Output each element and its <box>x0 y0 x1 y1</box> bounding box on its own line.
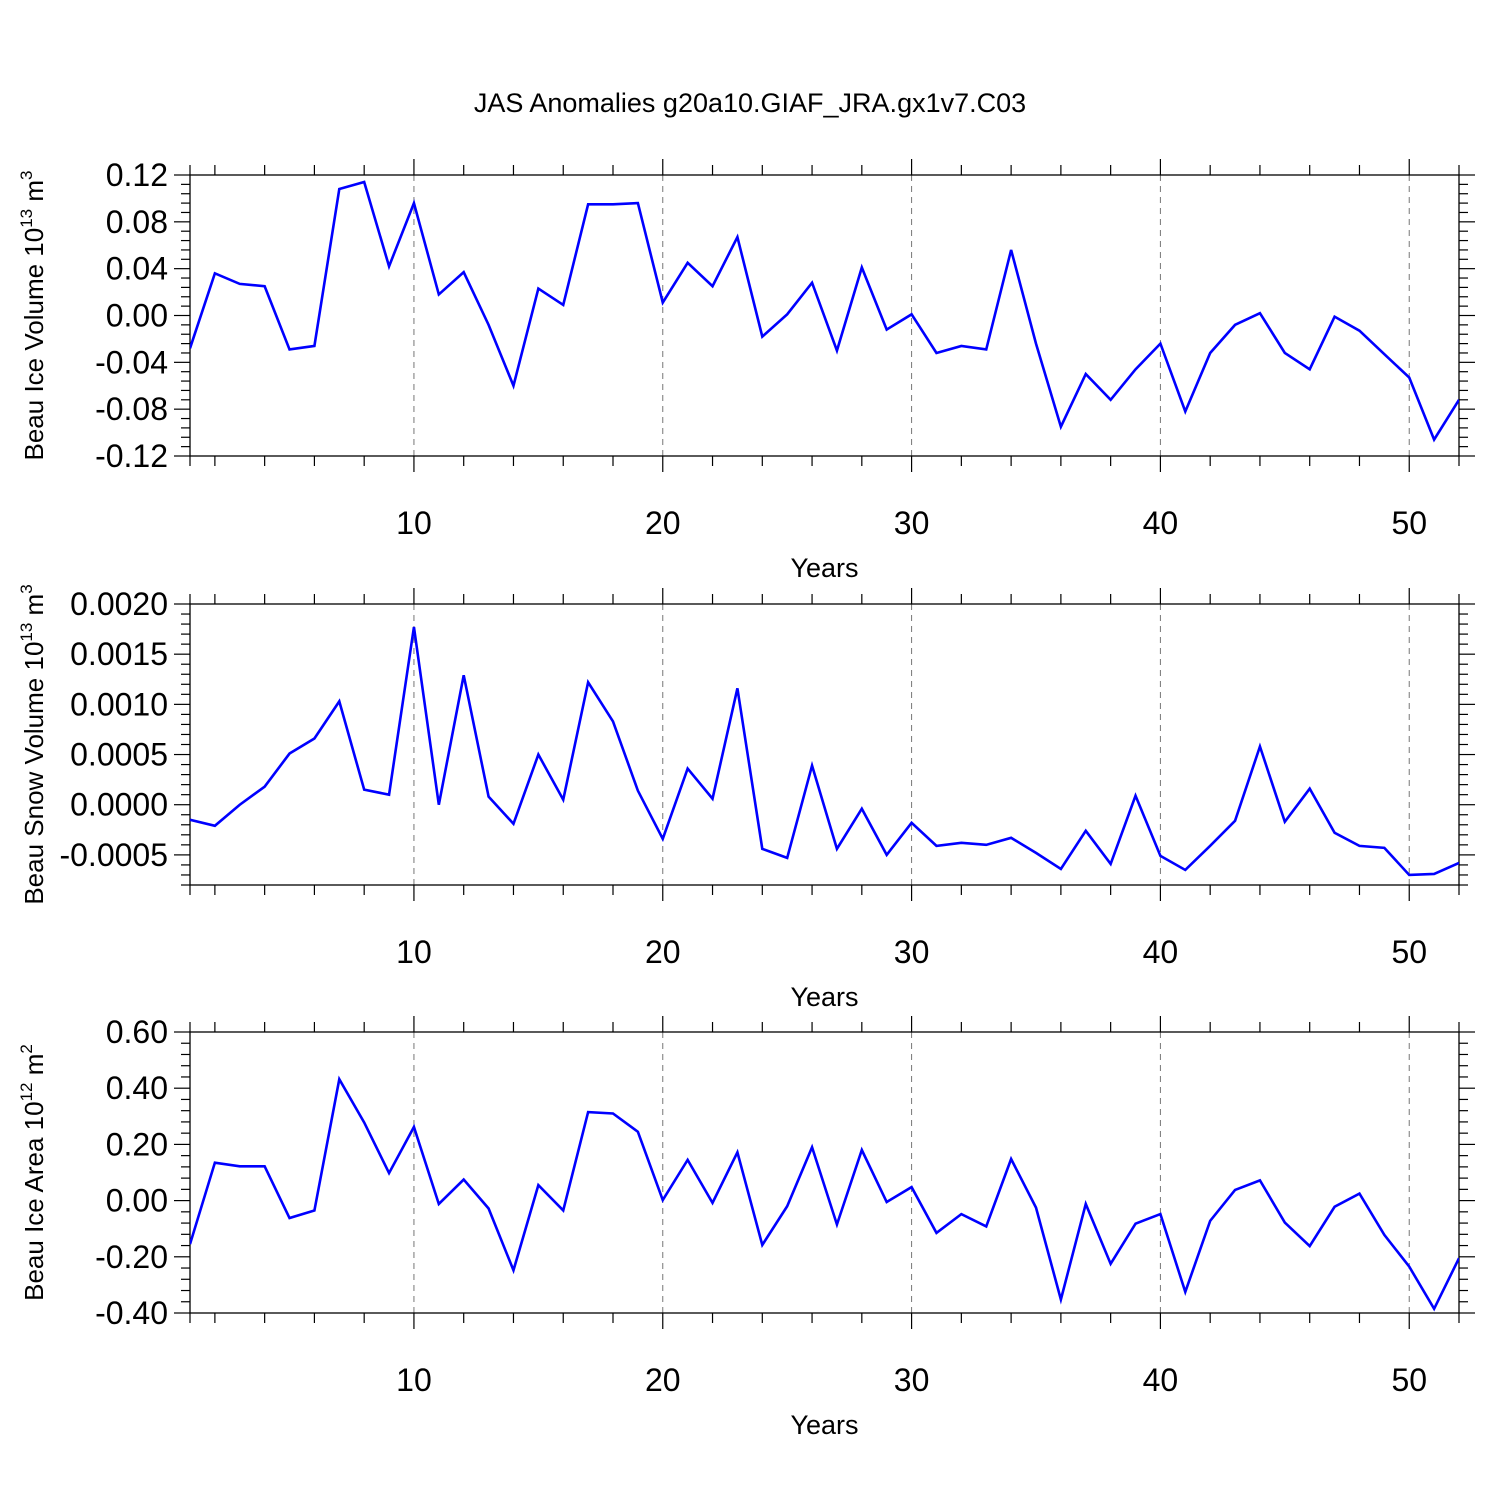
y-tick-label: -0.0005 <box>59 837 168 873</box>
panel-3: -0.40 -0.20 0.00 0.20 0.40 0.60 10 20 30 40 50 Year… <box>17 1014 1475 1440</box>
panels-container: -0.12 -0.08 -0.04 0.00 0.04 0.08 0.12 10 20 30 40 5… <box>17 157 1475 1440</box>
panel-2: -0.0005 0.0000 0.0005 0.0010 0.0015 0.0020 10 2… <box>17 584 1475 1012</box>
panel-1: -0.12 -0.08 -0.04 0.00 0.04 0.08 0.12 10 20 30 40 5… <box>17 157 1475 583</box>
x-tick-label: 30 <box>894 934 930 970</box>
plot-frame <box>189 174 1460 457</box>
x-tick-label: 40 <box>1143 505 1179 541</box>
plot-frame <box>189 603 1460 886</box>
x-tick-label: 30 <box>894 505 930 541</box>
y-tick-label: 0.0020 <box>70 586 168 622</box>
y-tick-label: 0.0010 <box>70 686 168 722</box>
series-line <box>190 626 1459 877</box>
y-tick-label: 0.04 <box>106 251 168 287</box>
y-tick-label: 0.20 <box>106 1126 168 1162</box>
x-tick-label: 30 <box>894 1362 930 1398</box>
y-tick-label: 0.08 <box>106 204 168 240</box>
x-tick-label: 20 <box>645 505 681 541</box>
x-axis-label: Years <box>790 553 858 583</box>
y-tick-label: -0.12 <box>95 438 168 474</box>
x-tick-label: 40 <box>1143 934 1179 970</box>
x-tick-label: 10 <box>396 1362 432 1398</box>
y-tick-label: 0.12 <box>106 157 168 193</box>
y-tick-label: 0.00 <box>106 298 168 334</box>
y-tick-label: 0.00 <box>106 1183 168 1219</box>
y-tick-label: 0.0000 <box>70 787 168 823</box>
x-tick-label: 10 <box>396 505 432 541</box>
y-axis-label: Beau Ice Area 1012 m2 <box>17 1044 49 1301</box>
series-line <box>190 180 1459 443</box>
x-tick-label: 50 <box>1391 934 1427 970</box>
x-tick-label: 40 <box>1143 1362 1179 1398</box>
y-axis-label: Beau Ice Volume 1013 m3 <box>17 171 49 461</box>
figure-title: JAS Anomalies g20a10.GIAF_JRA.gx1v7.C03 <box>474 88 1026 118</box>
x-axis-label: Years <box>790 982 858 1012</box>
y-tick-label: -0.04 <box>95 344 168 380</box>
y-tick-label: -0.20 <box>95 1239 168 1275</box>
plot-frame <box>189 1031 1460 1314</box>
x-axis-label: Years <box>790 1410 858 1440</box>
y-tick-label: 0.60 <box>106 1014 168 1050</box>
x-tick-label: 20 <box>645 934 681 970</box>
y-axis-label: Beau Snow Volume 1013 m3 <box>17 584 49 904</box>
y-tick-label: -0.08 <box>95 391 168 427</box>
series-line <box>190 1075 1459 1312</box>
y-tick-label: 0.40 <box>106 1070 168 1106</box>
x-tick-label: 10 <box>396 934 432 970</box>
x-tick-label: 50 <box>1391 1362 1427 1398</box>
y-tick-label: 0.0005 <box>70 737 168 773</box>
y-tick-label: -0.40 <box>95 1295 168 1331</box>
x-tick-label: 50 <box>1391 505 1427 541</box>
y-tick-label: 0.0015 <box>70 636 168 672</box>
x-tick-label: 20 <box>645 1362 681 1398</box>
